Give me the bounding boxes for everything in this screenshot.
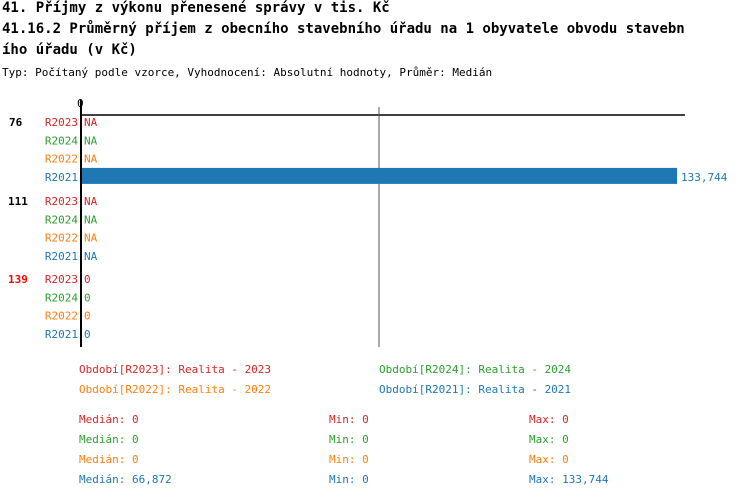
value-label: 0 bbox=[84, 328, 91, 341]
period-label: R2023 bbox=[45, 116, 78, 129]
period-label: R2022 bbox=[45, 153, 78, 166]
period-label: R2023 bbox=[45, 195, 78, 208]
group-label: 76 bbox=[9, 116, 23, 129]
value-label: NA bbox=[84, 195, 98, 208]
indicator-title-cont: ího úřadu (v Kč) bbox=[2, 42, 137, 58]
bar-R2021 bbox=[82, 167, 678, 184]
period-label: R2021 bbox=[45, 250, 78, 263]
stat-min: Min: 0 bbox=[329, 433, 369, 446]
chart-subtitle: Typ: Počítaný podle vzorce, Vyhodnocení:… bbox=[2, 66, 493, 79]
value-label: 133,744 bbox=[681, 171, 728, 184]
stat-min: Min: 0 bbox=[329, 413, 369, 426]
period-label: R2021 bbox=[45, 171, 78, 184]
stat-max: Max: 0 bbox=[529, 413, 569, 426]
stat-max: Max: 0 bbox=[529, 453, 569, 466]
legend-r2024: Období[R2024]: Realita - 2024 bbox=[379, 363, 572, 376]
value-label: NA bbox=[84, 250, 98, 263]
value-label: NA bbox=[84, 116, 98, 129]
group-label: 139 bbox=[8, 273, 28, 286]
chart-title: 41. Příjmy z výkonu přenesené správy v t… bbox=[2, 0, 390, 16]
group-label: 111 bbox=[8, 195, 28, 208]
legend-r2022: Období[R2022]: Realita - 2022 bbox=[79, 383, 272, 396]
value-label: 0 bbox=[84, 310, 91, 323]
indicator-title: 41.16.2 Průměrný příjem z obecního stave… bbox=[2, 21, 685, 37]
stat-median: Medián: 0 bbox=[79, 433, 139, 446]
value-label: NA bbox=[84, 153, 98, 166]
period-label: R2022 bbox=[45, 232, 78, 245]
stat-median: Medián: 0 bbox=[79, 413, 139, 426]
stat-median: Medián: 66,872 bbox=[79, 473, 172, 486]
period-label: R2022 bbox=[45, 310, 78, 323]
period-label: R2023 bbox=[45, 273, 78, 286]
period-label: R2024 bbox=[45, 134, 78, 147]
period-label: R2024 bbox=[45, 213, 78, 226]
value-label: NA bbox=[84, 134, 98, 147]
period-label: R2024 bbox=[45, 291, 78, 304]
value-label: 0 bbox=[84, 291, 91, 304]
legend-r2023: Období[R2023]: Realita - 2023 bbox=[79, 363, 272, 376]
stat-min: Min: 0 bbox=[329, 473, 369, 486]
stat-min: Min: 0 bbox=[329, 453, 369, 466]
stat-median: Medián: 0 bbox=[79, 453, 139, 466]
stat-max: Max: 133,744 bbox=[529, 473, 609, 486]
value-label: 0 bbox=[84, 273, 91, 286]
value-label: NA bbox=[84, 213, 98, 226]
stat-max: Max: 0 bbox=[529, 433, 569, 446]
legend-r2021: Období[R2021]: Realita - 2021 bbox=[379, 383, 572, 396]
period-label: R2021 bbox=[45, 328, 78, 341]
x-tick-label: 0 bbox=[77, 97, 84, 110]
value-label: NA bbox=[84, 232, 98, 245]
